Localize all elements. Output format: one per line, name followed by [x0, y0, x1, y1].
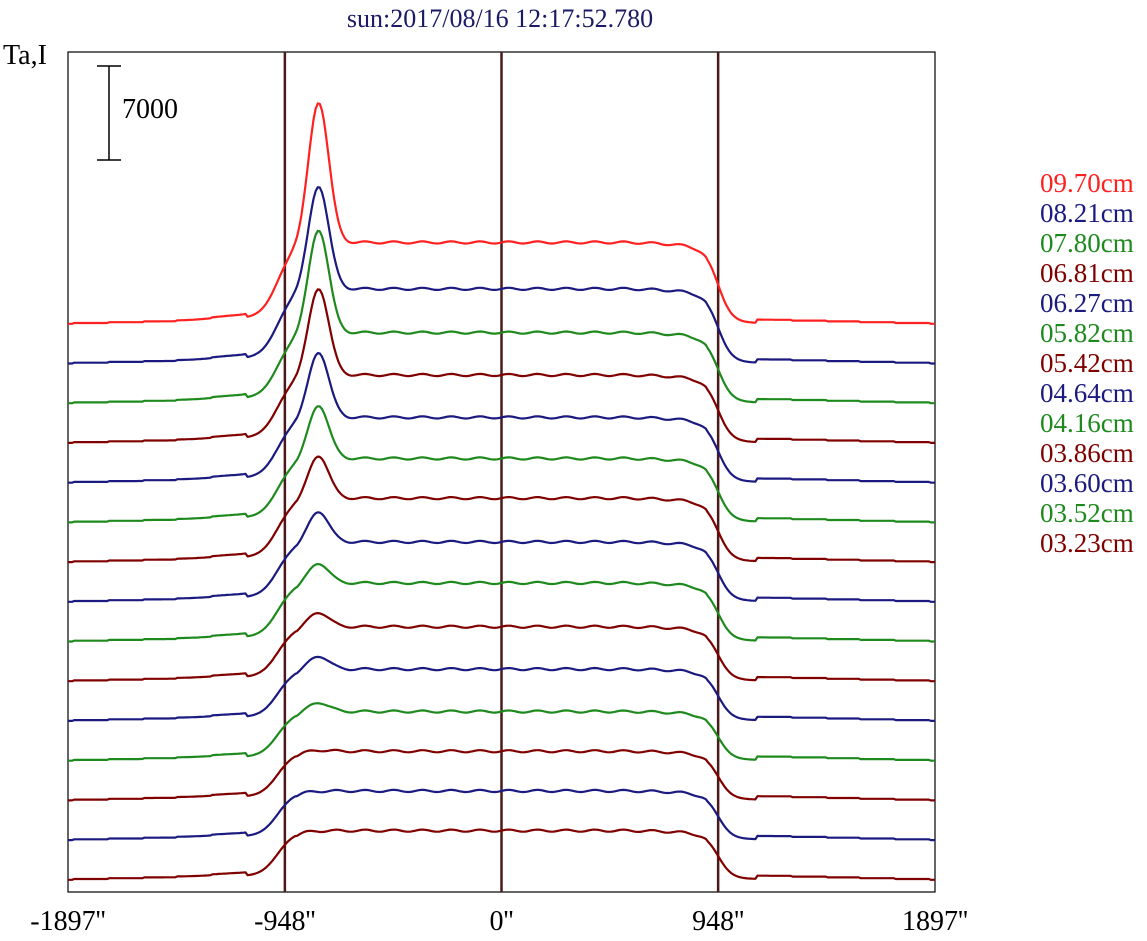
legend: 09.70cm 08.21cm 07.80cm 06.81cm 06.27cm 05.82… [1040, 168, 1134, 558]
legend-item: 09.70cm [1040, 168, 1134, 198]
legend-item: 08.21cm [1040, 198, 1134, 228]
series-line-05-82cm [68, 405, 935, 524]
legend-item: 05.42cm [1040, 348, 1134, 378]
x-tick-label: -948'' [254, 906, 316, 937]
series-line-03-52cm [68, 702, 935, 762]
y-axis-label: Ta,I [3, 40, 47, 71]
x-tick-label: -1897'' [30, 906, 106, 937]
series-line-03-86cm [68, 612, 935, 683]
legend-item: 07.80cm [1040, 228, 1134, 258]
legend-item: 05.82cm [1040, 318, 1134, 348]
legend-item: 03.86cm [1040, 438, 1134, 468]
x-tick-label: 948'' [692, 906, 745, 937]
chart-title: sun:2017/08/16 12:17:52.780 [346, 4, 654, 33]
series-line-04-16cm [68, 563, 935, 643]
legend-item: 04.16cm [1040, 408, 1134, 438]
series-line-07-80cm [68, 229, 935, 405]
legend-item: 03.52cm [1040, 498, 1134, 528]
series-line-05-42cm [68, 455, 935, 564]
series-line-09-70cm [68, 102, 935, 325]
scale-bar-label: 7000 [122, 94, 178, 125]
legend-item: 03.23cm [1040, 528, 1134, 558]
series-line-extra-13 [68, 788, 935, 842]
series-line-03-23cm [68, 748, 935, 802]
series-line-extra-14 [68, 828, 935, 881]
series-line-06-27cm [68, 352, 935, 484]
series-line-06-81cm [68, 288, 935, 444]
x-tick-label: 0'' [489, 906, 514, 937]
series-line-08-21cm [68, 186, 935, 365]
legend-item: 03.60cm [1040, 468, 1134, 498]
legend-item: 06.81cm [1040, 258, 1134, 288]
legend-item: 06.27cm [1040, 288, 1134, 318]
series-line-03-60cm [68, 655, 935, 722]
x-tick-label: 1897'' [901, 906, 969, 937]
legend-item: 04.64cm [1040, 378, 1134, 408]
series-line-04-64cm [68, 511, 935, 603]
